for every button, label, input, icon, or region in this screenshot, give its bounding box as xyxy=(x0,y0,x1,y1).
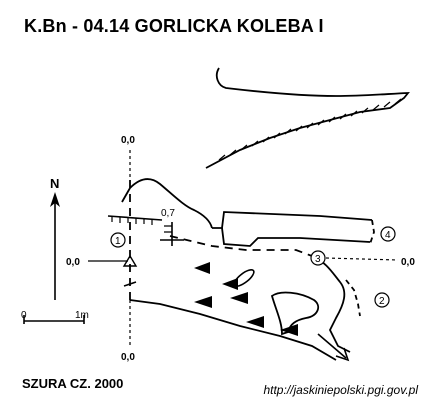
ceiling-height-label: 0,7 xyxy=(161,208,175,219)
slope-markers xyxy=(194,262,298,336)
datum-bottom-label: 0,0 xyxy=(121,352,135,363)
passage-section-4-dashed xyxy=(369,219,375,245)
exit-arrow xyxy=(317,333,350,362)
cave-wall-inner xyxy=(221,227,371,247)
cave-wall-upper xyxy=(212,211,373,229)
overhang-line xyxy=(121,178,213,229)
entrance-dashed-line xyxy=(129,180,313,300)
profile-line-horizontal xyxy=(88,257,399,262)
datum-top-label: 0,0 xyxy=(121,135,135,146)
section-marker-4: 4 xyxy=(380,226,396,242)
section-marker-3: 3 xyxy=(310,250,326,266)
svg-text:4: 4 xyxy=(385,230,391,241)
datum-left-label: 0,0 xyxy=(66,257,80,268)
ceiling-hatch xyxy=(107,215,184,246)
svg-text:3: 3 xyxy=(315,254,321,265)
profile-line-vertical xyxy=(123,150,137,345)
scale-end-label: 1m xyxy=(75,310,89,321)
source-url: http://jaskiniepolski.pgi.gov.pl xyxy=(263,383,418,397)
scale-bar: 0 1m xyxy=(21,310,89,324)
passage-section-2-dashed xyxy=(345,279,361,317)
map-title: K.Bn - 04.14 GORLICKA KOLEBA I xyxy=(24,16,324,36)
author-credit: SZURA CZ. 2000 xyxy=(22,376,124,391)
cave-wall-lower xyxy=(129,299,337,361)
north-arrow: N xyxy=(50,176,60,300)
cave-wall-right xyxy=(311,255,351,353)
rock-pillar xyxy=(270,291,320,336)
svg-text:2: 2 xyxy=(379,296,385,307)
north-label: N xyxy=(50,176,59,191)
svg-text:1: 1 xyxy=(115,236,121,247)
section-marker-1: 1 xyxy=(110,232,126,248)
datum-right-label: 0,0 xyxy=(401,257,415,268)
section-marker-2: 2 xyxy=(374,292,390,308)
upper-rock-wall xyxy=(205,67,410,169)
scale-start-label: 0 xyxy=(21,310,27,321)
